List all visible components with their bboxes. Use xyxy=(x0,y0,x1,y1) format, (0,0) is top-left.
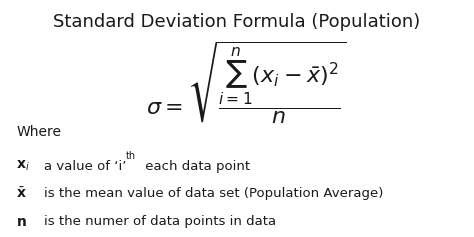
Text: Standard Deviation Formula (Population): Standard Deviation Formula (Population) xyxy=(54,13,420,31)
Text: $\mathbf{x}_i$: $\mathbf{x}_i$ xyxy=(16,159,30,173)
Text: each data point: each data point xyxy=(141,160,250,173)
Text: $\bar{\mathbf{x}}$: $\bar{\mathbf{x}}$ xyxy=(16,187,27,201)
Text: a value of ‘i’: a value of ‘i’ xyxy=(44,160,127,173)
Text: $\mathbf{n}$: $\mathbf{n}$ xyxy=(16,215,27,229)
Text: $\sigma = \sqrt{\dfrac{\sum_{i=1}^{n} (x_i - \bar{x})^2}{n}}$: $\sigma = \sqrt{\dfrac{\sum_{i=1}^{n} (x… xyxy=(146,39,346,126)
Text: Where: Where xyxy=(16,125,61,139)
Text: is the mean value of data set (Population Average): is the mean value of data set (Populatio… xyxy=(44,187,383,201)
Text: is the numer of data points in data: is the numer of data points in data xyxy=(44,215,276,228)
Text: th: th xyxy=(126,151,136,161)
